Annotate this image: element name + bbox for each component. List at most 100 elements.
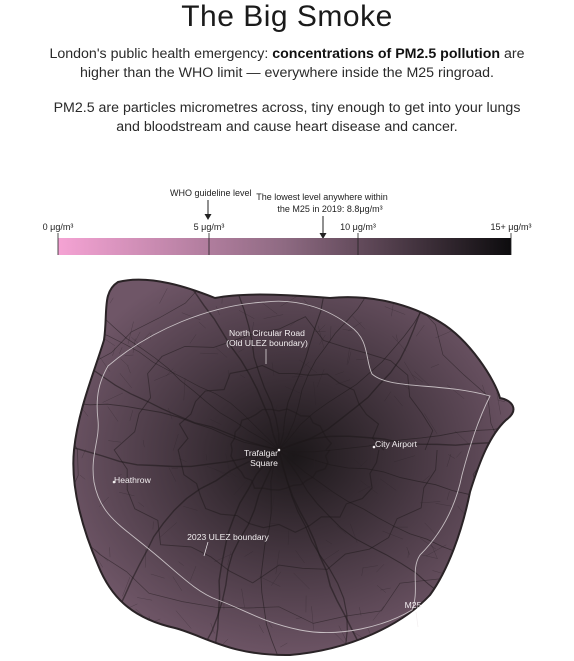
minor-road <box>446 453 452 467</box>
minor-road <box>499 648 501 656</box>
minor-road <box>159 522 177 538</box>
minor-road <box>500 279 514 287</box>
who-arrowhead <box>204 214 212 220</box>
minor-road <box>471 314 494 318</box>
minor-road <box>335 379 351 385</box>
minor-road <box>435 503 453 507</box>
minor-road <box>81 449 86 459</box>
minor-road <box>419 501 441 504</box>
minor-road <box>268 621 273 628</box>
minor-road <box>432 570 444 574</box>
minor-road <box>102 392 123 403</box>
minor-road <box>137 597 153 601</box>
minor-road <box>477 298 497 303</box>
minor-road <box>73 399 82 406</box>
minor-road <box>362 565 378 569</box>
minor-road <box>496 392 501 415</box>
trafalgar-label-line1: Trafalgar <box>244 448 278 458</box>
minor-road <box>313 381 317 406</box>
minor-road <box>152 641 156 656</box>
minor-road <box>307 285 328 289</box>
minor-road <box>323 550 340 561</box>
ulez-2023-boundary <box>92 300 491 633</box>
who-annotation-label: WHO guideline level <box>170 188 252 198</box>
minor-road <box>489 629 507 631</box>
minor-road <box>227 550 232 566</box>
minor-road <box>350 523 358 543</box>
minor-road <box>317 325 325 348</box>
minor-road <box>414 371 429 386</box>
minor-road <box>338 625 347 642</box>
minor-road <box>443 286 467 292</box>
minor-road <box>112 347 116 356</box>
ring-road <box>113 316 438 584</box>
minor-road <box>263 314 284 319</box>
minor-road <box>364 279 370 293</box>
minor-road <box>120 358 129 367</box>
north-circular-label-line1: North Circular Road <box>229 328 305 338</box>
intro-highlight: concentrations of PM2.5 pollution <box>272 46 501 62</box>
tick-label-10: 10 μg/m³ <box>340 222 376 232</box>
minor-road <box>430 364 440 368</box>
radial-road <box>278 449 371 656</box>
minor-road <box>238 310 255 319</box>
minor-road <box>424 413 438 434</box>
ulez-2023-pointer <box>203 541 209 557</box>
minor-road <box>379 478 397 491</box>
minor-road <box>214 553 233 563</box>
minor-road <box>129 410 134 421</box>
minor-road <box>395 334 398 341</box>
radial-road <box>213 449 280 656</box>
radial-road <box>197 449 280 656</box>
minor-road <box>189 334 197 344</box>
minor-road <box>335 371 344 376</box>
minor-road <box>267 404 279 427</box>
trafalgar-label-line2: Square <box>250 458 278 468</box>
minor-road <box>504 549 514 559</box>
minor-road <box>454 430 469 444</box>
minor-road <box>425 544 447 557</box>
minor-road <box>258 624 264 634</box>
minor-road <box>497 383 505 390</box>
minor-road <box>73 286 77 296</box>
minor-road <box>477 509 496 513</box>
minor-road <box>427 637 440 647</box>
tick-label-0: 0 μg/m³ <box>43 222 74 232</box>
minor-road <box>321 490 335 493</box>
minor-road <box>178 561 184 566</box>
minor-road <box>244 551 254 557</box>
minor-road <box>250 321 254 338</box>
minor-road <box>454 284 461 294</box>
minor-road <box>119 347 123 354</box>
radial-road <box>86 305 280 451</box>
minor-road <box>393 455 415 463</box>
minor-road <box>183 378 186 401</box>
minor-road <box>455 600 471 606</box>
minor-road <box>233 479 248 496</box>
radial-road <box>74 323 280 451</box>
london-pm25-map: North Circular Road (Old ULEZ boundary) … <box>72 278 515 657</box>
minor-road <box>382 530 404 540</box>
minor-road <box>294 413 301 433</box>
minor-road <box>271 571 281 586</box>
minor-road <box>407 551 409 558</box>
minor-road <box>497 358 510 367</box>
radial-road <box>278 435 514 451</box>
minor-road <box>284 386 302 394</box>
minor-road <box>293 572 310 590</box>
minor-road <box>287 490 303 495</box>
minor-road <box>446 384 465 399</box>
minor-road <box>73 398 76 405</box>
ring-road <box>230 408 333 491</box>
minor-road <box>348 322 362 331</box>
minor-road <box>131 336 142 347</box>
minor-road <box>506 432 514 438</box>
minor-road <box>468 532 472 542</box>
minor-road <box>171 467 179 469</box>
minor-road <box>181 312 201 321</box>
gradient-bar <box>58 238 511 255</box>
minor-road <box>384 391 392 402</box>
minor-road <box>83 356 90 360</box>
minor-road <box>394 395 403 407</box>
minor-road <box>287 530 290 545</box>
